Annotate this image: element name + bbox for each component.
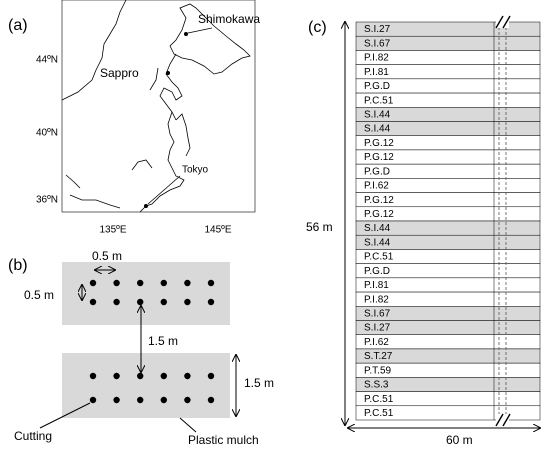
row-label: P.I.81: [364, 280, 389, 291]
dimension-label: 0.5 m: [92, 249, 122, 263]
cutting-dot: [89, 396, 97, 404]
row-label: P.I.62: [364, 181, 389, 192]
plot-rows: S.I.27 S.I.67 P.I.82 P.I.81 P.G.D P.C.51 S.I.4…: [355, 15, 541, 427]
cutting-dot: [89, 298, 97, 306]
lat-label: 40ºN: [36, 128, 58, 139]
map-frame: [61, 0, 256, 213]
cutting-dot: [89, 279, 97, 287]
cutting-dot: [207, 298, 215, 306]
callout-label: Cutting: [14, 429, 52, 443]
cutting-dot: [137, 279, 144, 287]
row-label: S.I.67: [364, 309, 391, 320]
lon-label: 135ºE: [99, 225, 126, 236]
cutting-dot: [160, 298, 167, 306]
row-label: P.C.51: [364, 252, 394, 263]
cutting-dot: [160, 372, 167, 380]
width-label: 60 m: [446, 433, 473, 447]
cutting-dot: [207, 279, 215, 287]
cutting-dot: [160, 396, 167, 404]
break-gap: [496, 414, 509, 426]
panel-label: (a): [8, 17, 28, 34]
lon-label: 145ºE: [204, 225, 231, 236]
site-marker: [184, 32, 188, 36]
place-label: Shimokawa: [198, 12, 260, 26]
row-label: S.I.44: [364, 124, 391, 135]
row-label: S.I.44: [364, 110, 391, 121]
row-label: S.I.67: [364, 38, 391, 49]
cutting-dot: [207, 396, 215, 404]
site-marker: [166, 71, 170, 75]
cutting-dot: [113, 372, 120, 380]
cutting-dot: [137, 396, 144, 404]
row-label: P.C.51: [364, 95, 394, 106]
mulch-bed: [62, 262, 230, 325]
row-label: P.G.12: [364, 195, 394, 206]
cutting-dot: [137, 372, 144, 380]
row-label: P.I.81: [364, 67, 389, 78]
row-label: P.C.51: [364, 408, 394, 419]
row-label: S.I.44: [364, 223, 391, 234]
break-mark: [495, 15, 504, 29]
cutting-dot: [207, 372, 215, 380]
row-label: P.I.82: [364, 53, 389, 64]
row-label: P.G.12: [364, 152, 394, 163]
map-coastline: [61, 0, 251, 213]
panel-label: (c): [308, 19, 327, 36]
lat-label: 44ºN: [36, 55, 58, 66]
break-mark: [502, 15, 511, 29]
cutting-dot: [184, 372, 191, 380]
row-label: S.I.44: [364, 237, 391, 248]
cutting-dot: [113, 279, 120, 287]
row-label: S.S.3: [364, 380, 389, 391]
row-label: P.G.12: [364, 209, 394, 220]
cutting-dot: [184, 298, 191, 306]
callout-label: Plastic mulch: [188, 433, 259, 447]
row-label: P.G.D: [364, 81, 390, 92]
row-label: P.I.82: [364, 294, 389, 305]
cutting-dot: [89, 372, 97, 380]
row-label: P.T.59: [364, 365, 391, 376]
row-label: P.C.51: [364, 394, 394, 405]
place-label: Sappro: [100, 66, 139, 80]
row-label: P.G.D: [364, 166, 390, 177]
cutting-dot: [137, 298, 144, 306]
cuttings: [89, 279, 215, 404]
row-label: S.T.27: [364, 351, 393, 362]
cutting-dot: [184, 396, 191, 404]
row-label: P.G.D: [364, 266, 390, 277]
dimension-label: 1.5 m: [148, 334, 178, 348]
length-label: 56 m: [306, 220, 333, 234]
row-label: P.G.12: [364, 138, 394, 149]
mulch-bed: [62, 353, 230, 418]
break-gap: [496, 16, 509, 28]
row-label: S.I.27: [364, 323, 391, 334]
site-marker: [144, 204, 148, 208]
lat-label: 36ºN: [36, 195, 58, 206]
place-label: Tokyo: [182, 165, 209, 176]
leader-line: [147, 175, 181, 205]
leader-line: [187, 27, 213, 34]
cutting-dot: [160, 279, 167, 287]
cutting-dot: [113, 396, 120, 404]
panel-label: (b): [8, 257, 28, 274]
dimension-label: 1.5 m: [244, 376, 274, 390]
dimension-label: 0.5 m: [24, 288, 54, 302]
row-label: S.I.27: [364, 24, 391, 35]
dimension-arrows: [39, 270, 236, 433]
row-label: P.I.62: [364, 337, 389, 348]
cutting-dot: [184, 279, 191, 287]
cutting-dot: [113, 298, 120, 306]
